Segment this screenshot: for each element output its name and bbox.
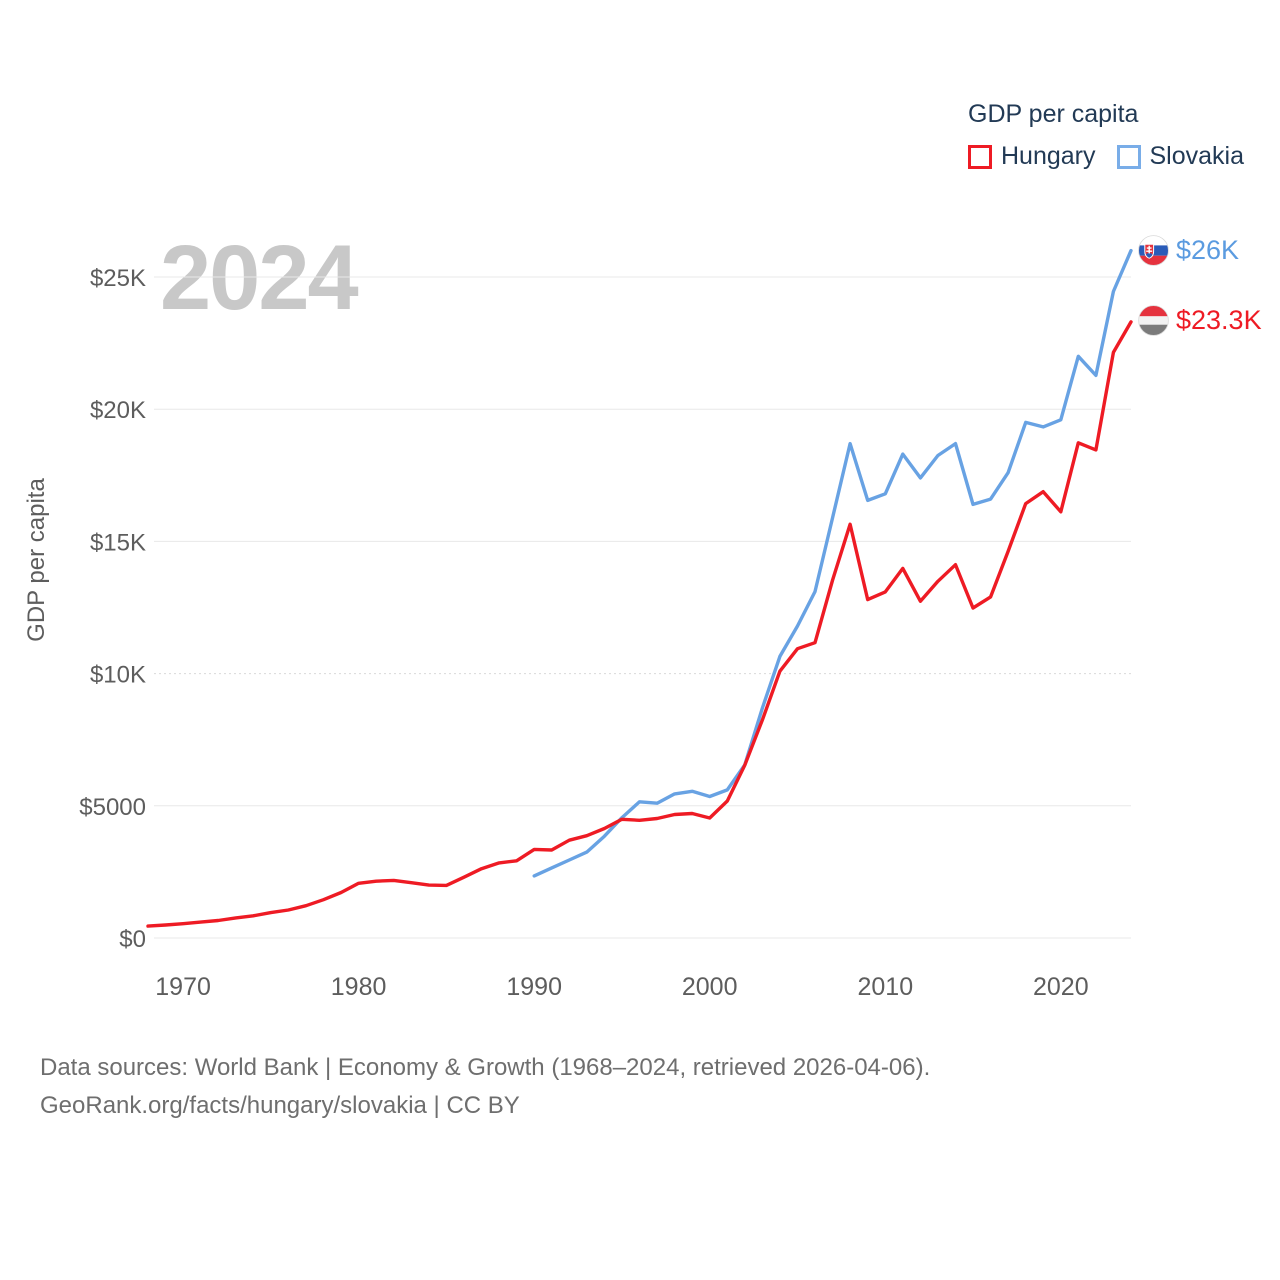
y-axis-title: GDP per capita (23, 478, 50, 642)
legend: GDP per capita Hungary Slovakia (968, 100, 1268, 171)
y-tick-label: $5000 (79, 794, 146, 821)
footer-attribution-line: GeoRank.org/facts/hungary/slovakia | CC … (40, 1092, 520, 1119)
slovakia-end-value: $26K (1176, 235, 1240, 265)
legend-item-slovakia[interactable]: Slovakia (1116, 142, 1245, 171)
series-line-hungary[interactable] (146, 320, 1133, 928)
footer-sources-line: Data sources: World Bank | Economy & Gro… (40, 1054, 931, 1081)
x-tick-label: 2000 (682, 973, 738, 1001)
legend-items: Hungary Slovakia (968, 142, 1268, 171)
y-tick-label: $15K (90, 529, 146, 556)
year-watermark: 2024 (160, 227, 358, 329)
end-label-hungary: $23.3K (1138, 305, 1262, 336)
y-tick-label: $20K (90, 397, 146, 424)
end-label-slovakia: $26K (1138, 235, 1239, 266)
gdp-line-chart: 2024 GDP per capita $0 $5000 $10K $15K $20K $… (23, 227, 1133, 1001)
x-tick-label: 1970 (155, 973, 211, 1001)
x-tick-label: 1980 (331, 973, 387, 1001)
legend-item-hungary-label: Hungary (1001, 142, 1096, 170)
footer: Data sources: World Bank | Economy & Gro… (40, 1049, 930, 1125)
legend-item-slovakia-label: Slovakia (1149, 142, 1245, 170)
hungary-swatch-icon (968, 144, 992, 169)
hungary-flag-icon (1138, 305, 1169, 336)
x-tick-label: 2010 (857, 973, 913, 1001)
series-line-slovakia[interactable] (532, 248, 1133, 878)
slovakia-flag-icon (1138, 235, 1169, 266)
x-tick-label: 2020 (1033, 973, 1089, 1001)
hungary-end-value: $23.3K (1176, 305, 1262, 335)
slovakia-swatch-icon (1116, 144, 1141, 169)
y-tick-label: $25K (90, 265, 146, 292)
y-tick-label: $0 (119, 926, 146, 953)
x-tick-label: 1990 (506, 973, 562, 1001)
legend-item-hungary[interactable]: Hungary (968, 142, 1096, 171)
y-tick-label: $10K (90, 662, 146, 689)
legend-title: GDP per capita (968, 100, 1139, 128)
